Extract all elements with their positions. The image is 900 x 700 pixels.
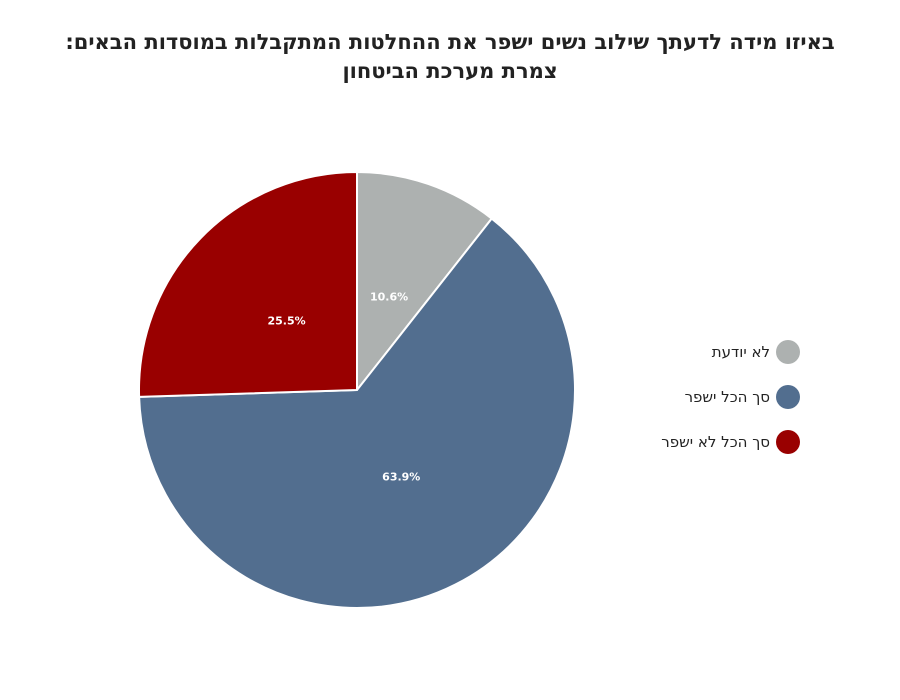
- legend-label: סך הכל לא ישפר: [661, 432, 770, 451]
- legend-swatch: [776, 339, 800, 364]
- chart-legend: לא יודעת סך הכל ישפר סך הכל לא ישפר: [600, 329, 800, 464]
- slice-will-not-improve[interactable]: [138, 171, 358, 398]
- legend-label: סך הכל ישפר: [684, 387, 770, 406]
- pie-slice-labels: 10.6% 63.9% 25.5%: [267, 290, 420, 483]
- legend-item-will-not-improve[interactable]: סך הכל לא ישפר: [600, 419, 800, 464]
- legend-swatch: [776, 384, 800, 409]
- slice-data-label: 63.9%: [382, 471, 420, 484]
- slice-will-improve[interactable]: [138, 217, 576, 609]
- legend-swatch: [776, 429, 800, 454]
- pie-slices: [138, 171, 576, 609]
- chart-title: באיזו מידה לדעתך שילוב נשים ישפר את ההחל…: [65, 30, 835, 54]
- chart-title-block: באיזו מידה לדעתך שילוב נשים ישפר את ההחל…: [0, 28, 900, 86]
- slice-dont-know[interactable]: [356, 171, 493, 391]
- legend-item-will-improve[interactable]: סך הכל ישפר: [600, 374, 800, 419]
- legend-item-dont-know[interactable]: לא יודעת: [600, 329, 800, 374]
- chart-subtitle: צמרת מערכת הביטחון: [342, 59, 558, 83]
- slice-data-label: 10.6%: [370, 290, 408, 303]
- legend-label: לא יודעת: [711, 342, 770, 361]
- slice-data-label: 25.5%: [267, 315, 305, 328]
